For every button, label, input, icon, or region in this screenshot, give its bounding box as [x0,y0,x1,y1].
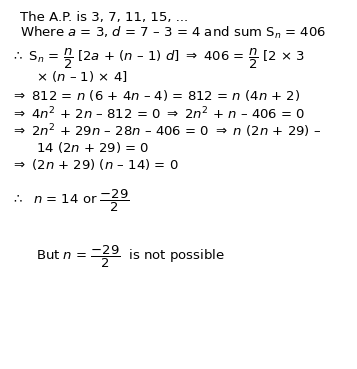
Text: $\Rightarrow$ 2$n^2$ + 29$n$ – 28$n$ – 406 = 0 $\Rightarrow$ $n$ (2$n$ + 29) –: $\Rightarrow$ 2$n^2$ + 29$n$ – 28$n$ – 4… [11,123,321,140]
Text: But $n$ = $\dfrac{-29}{2}$  is not possible: But $n$ = $\dfrac{-29}{2}$ is not possib… [36,244,225,269]
Text: 14 (2$n$ + 29) = 0: 14 (2$n$ + 29) = 0 [36,140,149,155]
Text: The A.P. is 3, 7, 11, 15, ...: The A.P. is 3, 7, 11, 15, ... [20,11,188,24]
Text: Where $a$ = 3, $d$ = 7 – 3 = 4 and sum S$_n$ = 406: Where $a$ = 3, $d$ = 7 – 3 = 4 and sum S… [20,25,326,41]
Text: $\Rightarrow$ 812 = $n$ (6 + 4$n$ – 4) = 812 = $n$ (4$n$ + 2): $\Rightarrow$ 812 = $n$ (6 + 4$n$ – 4) =… [11,89,300,103]
Text: $\therefore$ S$_n$ = $\dfrac{n}{2}$ [2$a$ + ($n$ – 1) $d$] $\Rightarrow$ 406 = $: $\therefore$ S$_n$ = $\dfrac{n}{2}$ [2$a… [11,47,305,71]
Text: $\therefore$  $n$ = 14 or $\dfrac{-29}{2}$: $\therefore$ $n$ = 14 or $\dfrac{-29}{2}… [11,188,129,214]
Text: × ($n$ – 1) × 4]: × ($n$ – 1) × 4] [36,69,127,84]
Text: $\Rightarrow$ 4$n^2$ + 2$n$ – 812 = 0 $\Rightarrow$ 2$n^2$ + $n$ – 406 = 0: $\Rightarrow$ 4$n^2$ + 2$n$ – 812 = 0 $\… [11,106,305,122]
Text: $\Rightarrow$ (2$n$ + 29) ($n$ – 14) = 0: $\Rightarrow$ (2$n$ + 29) ($n$ – 14) = 0 [11,158,178,172]
